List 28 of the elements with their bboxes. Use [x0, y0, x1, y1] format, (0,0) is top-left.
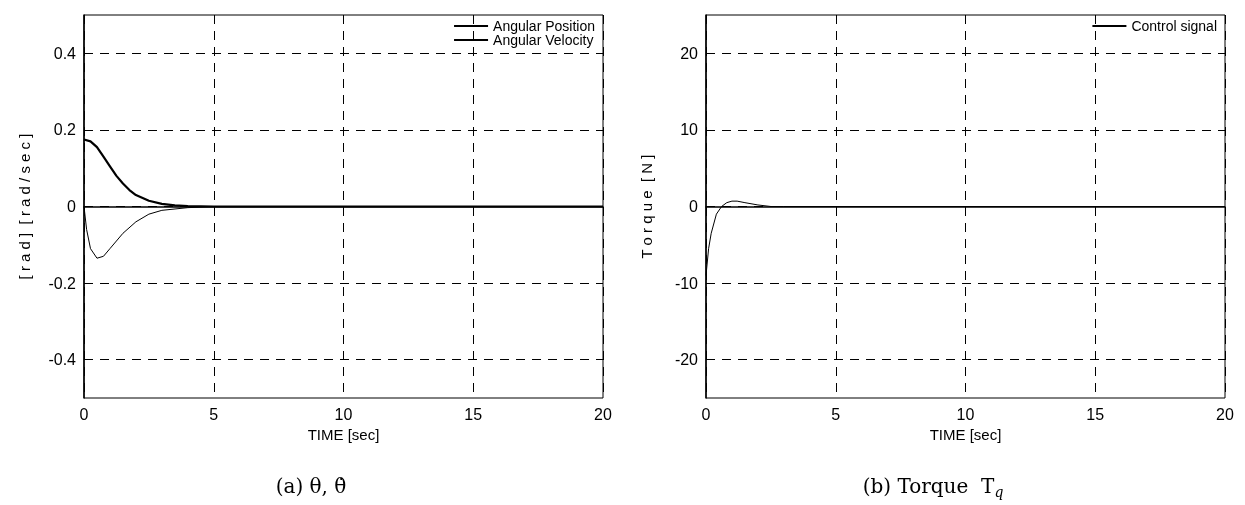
x-tick-label: 5: [831, 405, 841, 423]
x-axis-title: TIME [sec]: [307, 425, 380, 443]
x-tick-label: 20: [594, 405, 612, 423]
x-axis-title: TIME [sec]: [929, 425, 1002, 443]
x-tick-label: 15: [1086, 405, 1105, 423]
y-tick-label: 0.4: [53, 44, 77, 62]
x-tick-label: 0: [701, 405, 711, 423]
legend-label: Control signal: [1131, 18, 1218, 34]
x-tick-label: 0: [79, 405, 89, 423]
y-tick-label: -10: [674, 274, 699, 292]
y-axis-title: [ r a d ] [ r a d / s e c ]: [16, 133, 33, 280]
y-tick-label: -0.2: [48, 274, 77, 292]
y-axis-title: T o r q u e [ N ]: [638, 154, 655, 259]
y-tick-label: 0.2: [53, 121, 77, 139]
x-tick-label: 15: [464, 405, 483, 423]
x-tick-label: 5: [209, 405, 219, 423]
legend-label: Angular Velocity: [493, 32, 594, 48]
legend-label: Angular Position: [493, 18, 595, 34]
x-tick-label: 10: [334, 405, 353, 423]
y-tick-label: 20: [680, 44, 699, 62]
y-tick-label: 10: [680, 121, 699, 139]
y-tick-label: 0: [67, 198, 77, 215]
text: (a) θ, θ̇: [275, 474, 347, 498]
y-tick-label: -0.4: [48, 351, 77, 369]
y-tick-label: 0: [689, 198, 699, 215]
x-tick-label: 20: [1216, 405, 1234, 423]
y-tick-label: -20: [674, 351, 699, 369]
x-tick-label: 10: [956, 405, 975, 423]
